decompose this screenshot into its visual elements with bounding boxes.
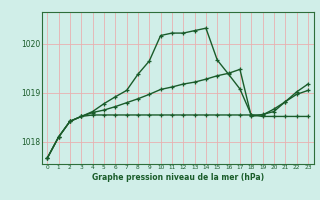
X-axis label: Graphe pression niveau de la mer (hPa): Graphe pression niveau de la mer (hPa) [92,173,264,182]
